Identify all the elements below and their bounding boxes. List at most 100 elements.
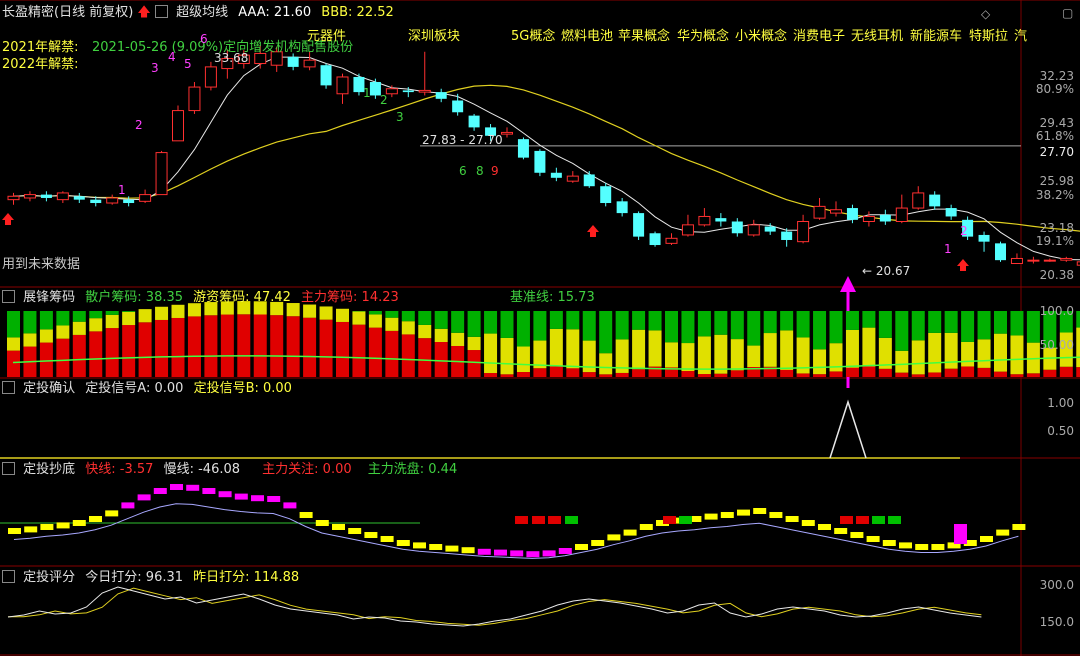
candle-body — [287, 56, 299, 67]
maximize-icon[interactable]: ▢ — [1062, 6, 1074, 20]
up-arrow-icon: 🡅 — [137, 5, 151, 20]
chip-bar-segment — [780, 311, 794, 331]
chip-bar-segment — [714, 373, 728, 377]
oscillator-bar — [40, 524, 54, 530]
concept-tag[interactable]: 元器件 — [307, 29, 347, 44]
candle-body — [1076, 261, 1080, 266]
count-label: 5 — [184, 57, 192, 71]
candle-body — [862, 215, 875, 222]
range-label: 27.83 - 27.70 — [422, 133, 503, 147]
chip-bar-segment — [977, 367, 991, 377]
concept-tag[interactable]: 燃料电池 — [561, 29, 614, 44]
oscillator-bar — [89, 516, 102, 522]
chip-bar-segment — [845, 329, 859, 368]
panel-checkbox[interactable] — [2, 381, 15, 394]
concept-tag[interactable]: 新能源车 — [910, 29, 963, 44]
chip-bar-segment — [829, 311, 843, 344]
chip-bar-segment — [253, 314, 267, 377]
panel-checkbox[interactable] — [2, 462, 15, 475]
indicator-name: 超级均线 — [176, 5, 229, 20]
oscillator-bar — [202, 488, 216, 494]
oscillator-bar — [429, 544, 443, 550]
chip-bar-segment — [911, 340, 925, 375]
concept-tag[interactable]: 汽 — [1014, 29, 1028, 44]
chip-bar-segment — [204, 302, 218, 316]
concept-tag[interactable]: 5G概念 — [511, 29, 556, 44]
chip-bar-segment — [813, 374, 827, 377]
chip-bar-segment — [566, 311, 580, 330]
concept-tag[interactable]: 深圳板块 — [408, 29, 461, 44]
candle-body — [270, 51, 283, 66]
chip-bar-segment — [23, 333, 37, 347]
candle-body — [534, 150, 546, 173]
oscillator-bar — [656, 520, 669, 526]
chip-bar-segment — [615, 311, 629, 340]
candle-body — [336, 76, 349, 95]
oscillator-bar — [299, 512, 313, 518]
concept-tag[interactable]: 消费电子 — [793, 29, 846, 44]
chip-bar-segment — [665, 342, 678, 368]
chip-bar-segment — [516, 346, 530, 372]
candle-body — [369, 82, 381, 96]
chip-bar-segment — [599, 311, 613, 354]
oscillator-bar — [818, 524, 831, 530]
chip-bar-segment — [648, 366, 662, 377]
oscillator-bar — [899, 542, 912, 549]
chip-bar-segment — [829, 343, 843, 372]
chip-bar-segment — [533, 311, 547, 341]
p3-tick: 0.50 — [1047, 424, 1074, 438]
concept-tag[interactable]: 特斯拉 — [969, 29, 1009, 44]
chip-bar-segment — [138, 309, 152, 323]
candle-body — [106, 197, 119, 204]
chip-bar-segment — [220, 301, 234, 315]
diamond-icon[interactable]: ◇ — [981, 7, 991, 21]
chip-bar-segment — [171, 304, 185, 318]
main-focus-bar — [840, 516, 853, 524]
price-tick: 32.23 — [1039, 69, 1074, 83]
chip-bar-segment — [681, 371, 695, 377]
indicator-checkbox[interactable] — [154, 5, 168, 18]
oscillator-bar — [24, 526, 38, 533]
panel-checkbox[interactable] — [2, 570, 15, 583]
candle-body — [501, 131, 513, 135]
chip-bar-segment — [599, 353, 613, 375]
low-label: ← 20.67 — [862, 264, 911, 278]
chip-bar-segment — [434, 328, 448, 343]
panel-score-header: 定投评分 今日打分: 96.31 昨日打分: 114.88 — [2, 570, 299, 586]
candle-body — [204, 66, 217, 88]
oscillator-bar — [591, 540, 605, 546]
chip-bar-segment — [56, 311, 70, 326]
oscillator-bar — [494, 549, 507, 556]
candle-body — [945, 208, 957, 217]
concept-tag[interactable]: 无线耳机 — [851, 29, 904, 44]
oscillator-bar — [72, 520, 86, 526]
candle-body — [665, 237, 678, 244]
chip-bar-segment — [204, 315, 218, 377]
chip-bar-segment — [632, 311, 646, 330]
chip-bar-segment — [780, 330, 794, 370]
panel-checkbox[interactable] — [2, 290, 15, 303]
chip-bar-segment — [944, 332, 958, 369]
concept-tag[interactable]: 华为概念 — [677, 29, 730, 44]
oscillator-bar — [332, 524, 345, 530]
concept-tag[interactable]: 苹果概念 — [618, 29, 671, 44]
oscillator-bar — [688, 516, 702, 522]
oscillator-bar — [218, 491, 232, 498]
count-label: 4 — [168, 50, 176, 64]
oscillator-bar — [980, 536, 993, 542]
chip-bar-segment — [911, 374, 925, 377]
count-label: 3 — [396, 110, 404, 124]
chip-bar-segment — [911, 311, 925, 341]
price-tick: 20.38 — [1039, 268, 1074, 282]
oscillator-bar — [153, 488, 167, 494]
candle-body — [698, 215, 711, 226]
candle-body — [633, 213, 645, 237]
chip-bar-segment — [1059, 366, 1073, 377]
count-label: 1 — [118, 183, 126, 197]
chip-bar-segment — [484, 311, 498, 334]
candle-body — [353, 76, 365, 93]
chip-bar-segment — [336, 321, 349, 377]
oscillator-bar — [8, 528, 21, 534]
concept-tag[interactable]: 小米概念 — [735, 29, 788, 44]
